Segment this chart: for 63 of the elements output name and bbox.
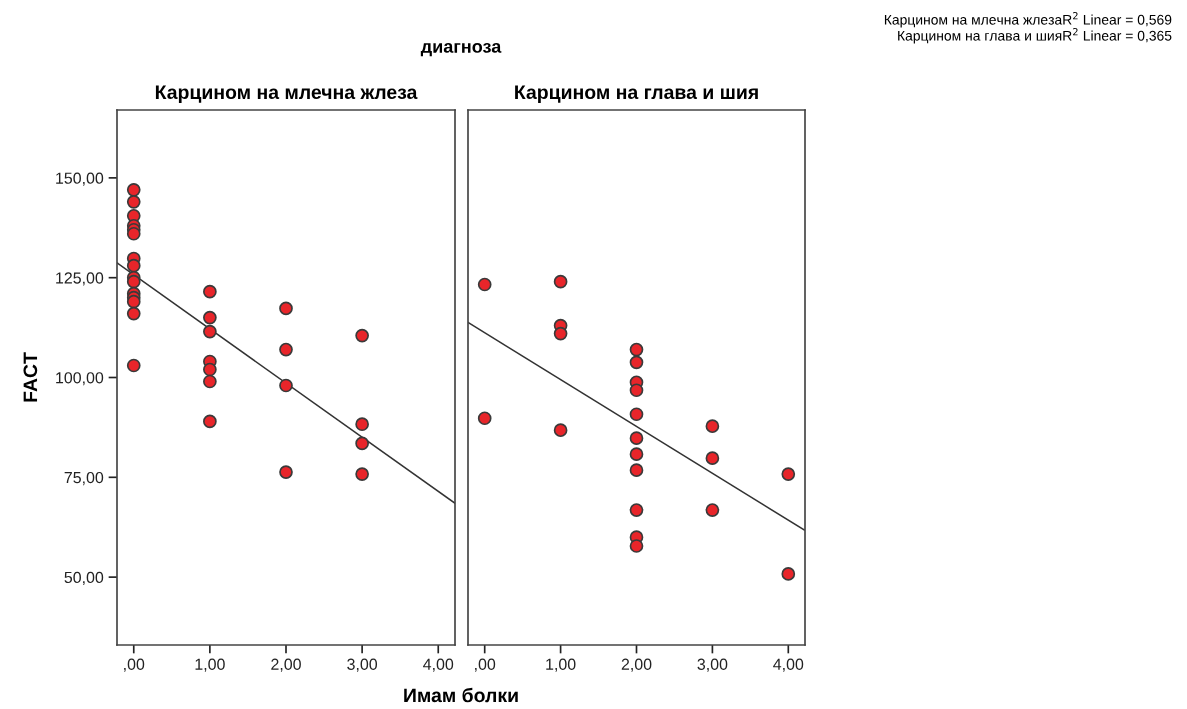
text: Карцином на глава и шияR$^{2}$ Linear = 0,365 (898, 28, 1172, 44)
text: диагноза (420, 42, 502, 57)
x-tick-label: 2,00 (621, 658, 652, 672)
point (355, 328, 369, 343)
x-axis-title: Имам болки (404, 687, 518, 703)
point (355, 467, 369, 481)
point (629, 407, 644, 422)
x-tick-label: 3,00 (347, 658, 378, 672)
point (553, 274, 568, 289)
point (705, 451, 720, 465)
point (203, 374, 217, 389)
y-axis-title: FACT (23, 352, 38, 402)
point (629, 447, 644, 462)
point (629, 463, 644, 477)
point (279, 465, 293, 479)
point (705, 419, 720, 434)
point (126, 226, 141, 241)
y-tick-label: 75,00 (64, 471, 104, 486)
x-tick-label: 4,00 (423, 658, 454, 672)
point (629, 503, 644, 517)
point (629, 355, 644, 370)
point (629, 383, 644, 398)
y-tick-label: 100,00 (56, 372, 104, 386)
point (355, 436, 369, 451)
point (126, 358, 141, 373)
y-tick-label: 125,00 (56, 272, 104, 286)
y-tick-label: 150,00 (56, 172, 104, 186)
point (629, 342, 644, 357)
point (126, 258, 141, 273)
x-tick-label: 2,00 (271, 658, 301, 672)
x-tick-label: 1,00 (195, 658, 225, 672)
x-tick-label: 1,00 (546, 658, 576, 672)
point (629, 431, 644, 446)
point (203, 362, 217, 377)
point (279, 342, 293, 357)
point (477, 411, 492, 426)
x-tick-label: ,00 (475, 658, 496, 672)
point (781, 467, 796, 481)
point (629, 539, 644, 553)
point (355, 417, 369, 432)
point (126, 274, 141, 289)
point (553, 326, 568, 341)
point (126, 306, 141, 321)
point (126, 194, 141, 209)
point (279, 301, 293, 316)
point (477, 277, 492, 292)
point (126, 183, 141, 197)
point (203, 284, 217, 299)
x-tick-label: 4,00 (773, 658, 804, 672)
text: Карцином на млечна жлезаR$^{2}$ Linear = 0,569 (884, 12, 1172, 28)
y-tick-label: 50,00 (64, 571, 104, 585)
point (781, 567, 796, 581)
point (203, 414, 217, 429)
point (203, 310, 217, 325)
point (126, 294, 141, 309)
x-tick-label: 3,00 (697, 658, 728, 672)
point (279, 378, 293, 393)
chart-title: Карцином на глава и шия (515, 85, 758, 103)
x-tick-label: ,00 (124, 658, 145, 672)
point (553, 423, 568, 438)
point (705, 503, 720, 517)
chart-title: Карцином на млечна жлеза (155, 85, 418, 103)
point (203, 324, 217, 339)
